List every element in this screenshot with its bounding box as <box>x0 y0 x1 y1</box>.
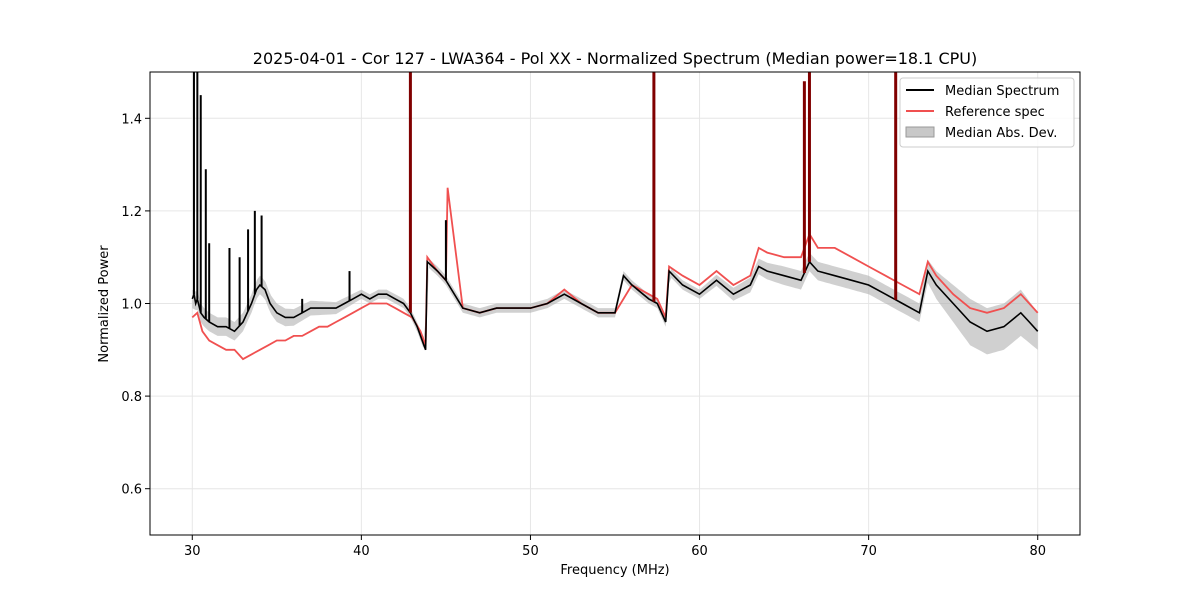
legend-label-reference: Reference spec <box>945 105 1045 120</box>
reference-line <box>191 187 1039 361</box>
legend-label-mad: Median Abs. Dev. <box>945 126 1057 141</box>
y-tick-label: 0.8 <box>121 390 142 405</box>
median-line <box>191 260 1039 351</box>
x-tick-label: 80 <box>1029 544 1046 559</box>
median-series <box>191 72 1039 351</box>
x-axis-label: Frequency (MHz) <box>560 563 669 578</box>
x-axis-ticks: 30 40 50 60 70 80 <box>184 535 1046 559</box>
x-tick-label: 30 <box>184 544 201 559</box>
y-axis-ticks: 0.6 0.8 1.0 1.2 1.4 <box>121 112 150 498</box>
x-tick-label: 60 <box>691 544 708 559</box>
x-tick-label: 40 <box>353 544 370 559</box>
y-tick-label: 1.0 <box>121 298 142 313</box>
y-tick-label: 1.4 <box>121 112 142 127</box>
legend-box <box>899 77 1075 148</box>
y-axis-label: Normalized Power <box>97 245 112 363</box>
x-tick-label: 50 <box>522 544 539 559</box>
legend-swatch-mad <box>905 126 935 138</box>
grid-lines <box>150 72 1080 535</box>
y-tick-label: 1.2 <box>121 205 142 220</box>
legend-label-median: Median Spectrum <box>945 84 1059 99</box>
chart-title: 2025-04-01 - Cor 127 - LWA364 - Pol XX -… <box>253 49 977 68</box>
y-tick-label: 0.6 <box>121 483 142 498</box>
mad-band <box>192 252 1038 355</box>
x-tick-label: 70 <box>860 544 877 559</box>
mad-band-area <box>192 252 1038 355</box>
reference-series <box>191 187 1039 361</box>
legend: Median Spectrum Reference spec Median Ab… <box>899 77 1075 148</box>
